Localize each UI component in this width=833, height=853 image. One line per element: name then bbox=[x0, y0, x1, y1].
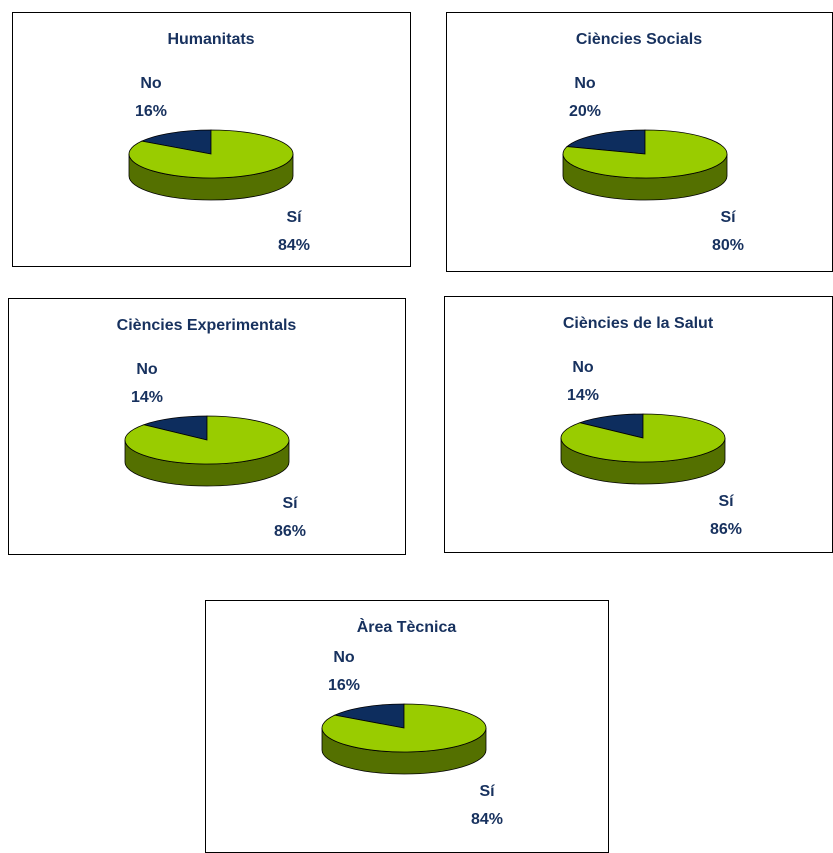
pie-chart: Humanitats No 16% Sí 84% bbox=[12, 12, 411, 267]
slice-value-label: 14% bbox=[131, 389, 163, 406]
slice-label: Sí bbox=[718, 493, 734, 510]
pie-slice bbox=[566, 129, 646, 155]
chart-title: Ciències Experimentals bbox=[117, 317, 297, 334]
chart-title: Ciències de la Salut bbox=[563, 315, 714, 332]
slice-value-label: 84% bbox=[278, 237, 310, 254]
pie-slice bbox=[562, 129, 728, 179]
slice-value-label: 80% bbox=[712, 237, 744, 254]
slice-label: No bbox=[140, 75, 162, 92]
pie-chart: Ciències Experimentals No 14% Sí 86% bbox=[8, 298, 406, 555]
slice-label: No bbox=[572, 359, 594, 376]
slice-label: Sí bbox=[479, 783, 495, 800]
pie-slice bbox=[142, 415, 208, 441]
chart-title: Humanitats bbox=[167, 31, 254, 48]
slice-label: Sí bbox=[282, 495, 298, 512]
slice-label: Sí bbox=[720, 209, 736, 226]
slice-label: No bbox=[333, 649, 355, 666]
slice-value-label: 84% bbox=[471, 811, 503, 828]
slice-value-label: 86% bbox=[710, 521, 742, 538]
pie-chart: Ciències de la Salut No 14% Sí 86% bbox=[444, 296, 833, 553]
pie-slice bbox=[321, 703, 487, 753]
slice-value-label: 86% bbox=[274, 523, 306, 540]
chart-title: Àrea Tècnica bbox=[357, 617, 457, 636]
slice-value-label: 16% bbox=[328, 677, 360, 694]
slice-label: No bbox=[136, 361, 158, 378]
pie-slice bbox=[560, 413, 726, 463]
slice-value-label: 14% bbox=[567, 387, 599, 404]
pie-slice bbox=[333, 703, 405, 729]
slice-value-label: 16% bbox=[135, 103, 167, 120]
slice-label: No bbox=[574, 75, 596, 92]
pie-slice bbox=[140, 129, 212, 155]
slice-value-label: 20% bbox=[569, 103, 601, 120]
pie-chart: Ciències Socials No 20% Sí 80% bbox=[446, 12, 833, 272]
slice-label: Sí bbox=[286, 209, 302, 226]
chart-title: Ciències Socials bbox=[576, 31, 702, 48]
pie-slice bbox=[128, 129, 294, 179]
pie-slice bbox=[124, 415, 290, 465]
pie-slice bbox=[578, 413, 644, 439]
